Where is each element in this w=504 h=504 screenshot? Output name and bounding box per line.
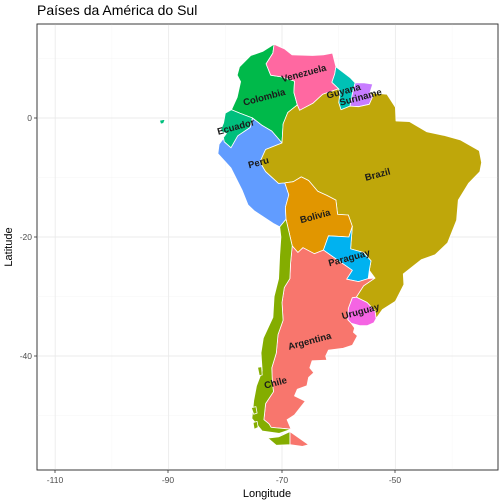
country-chile-shape [251,218,293,434]
x-axis: -110 -90 -70 -50 [47,475,402,485]
axis-tick-marks [34,117,396,473]
country-label-peru: Peru [247,155,270,171]
x-axis-title: Longitude [243,488,291,500]
panel-border [36,23,499,471]
country-chile-shape [252,420,259,430]
country-chile-shape [250,406,258,415]
country-polygons [159,43,483,447]
x-tick-label: -50 [389,475,402,485]
y-axis-title: Latitude [3,227,15,266]
country-ecuador-shape [159,118,166,125]
y-axis: 0 -20 -40 [20,113,33,361]
x-tick-label: -110 [47,475,64,485]
y-tick-label: 0 [27,113,32,123]
y-tick-label: -20 [20,232,33,242]
x-tick-label: -70 [276,475,289,485]
x-tick-label: -90 [162,475,175,485]
country-chile-shape [257,366,263,377]
country-chile-shape [267,431,291,446]
y-tick-label: -40 [20,351,33,361]
chart-title: Países da América do Sul [37,2,197,18]
